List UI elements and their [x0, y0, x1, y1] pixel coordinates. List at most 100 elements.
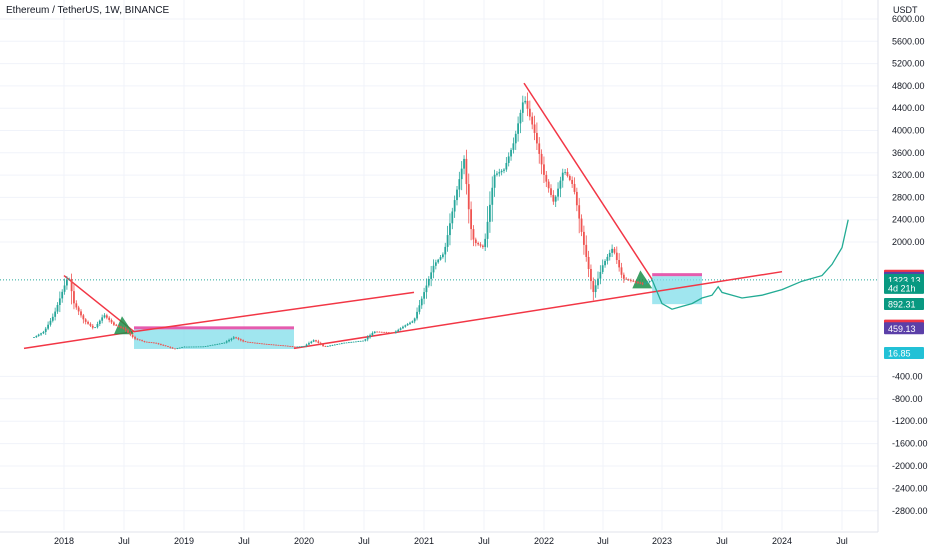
candle-body — [427, 278, 430, 286]
candle-body — [282, 345, 284, 347]
price-label-tag — [884, 347, 924, 360]
candle-body — [467, 184, 470, 210]
candle-body — [536, 132, 538, 144]
candle-body — [399, 328, 402, 330]
candle-body — [585, 244, 588, 257]
y-tick-label: -2000.00 — [892, 461, 928, 471]
candle-body — [58, 298, 61, 305]
y-tick-label: 3600.00 — [892, 148, 925, 158]
y-tick-label: 5200.00 — [892, 59, 925, 69]
candle-body — [296, 346, 299, 348]
candle-body — [333, 344, 336, 346]
candle-body — [512, 143, 515, 150]
candle-body — [68, 278, 71, 280]
candle-body — [465, 158, 468, 185]
y-tick-label: 4800.00 — [892, 81, 925, 91]
y-tick-label: -1200.00 — [892, 416, 928, 426]
candle-body — [134, 337, 136, 339]
candle-body — [263, 343, 266, 345]
candle-body — [319, 342, 322, 345]
candle-body — [223, 342, 226, 344]
candle-body — [162, 344, 165, 346]
candle-body — [524, 100, 527, 103]
candle-body — [322, 344, 324, 347]
candle-body — [627, 279, 630, 281]
candle-body — [164, 345, 167, 347]
candle-body — [268, 344, 270, 345]
candle-body — [237, 338, 240, 340]
y-tick-label: 4000.00 — [892, 126, 925, 136]
y-tick-label: 5600.00 — [892, 36, 925, 46]
candle-body — [308, 343, 310, 345]
candle-body — [632, 280, 635, 282]
candle-body — [190, 346, 193, 348]
candle-body — [519, 112, 522, 124]
candle-body — [463, 158, 465, 169]
pattern-triangle — [114, 316, 134, 335]
candle-body — [550, 188, 552, 195]
candle-body — [446, 235, 449, 247]
candle-body — [286, 345, 289, 347]
candle-body — [573, 183, 576, 192]
candle-body — [115, 324, 118, 326]
candle-body — [141, 340, 143, 342]
candle-body — [157, 343, 160, 345]
candle-body — [644, 282, 646, 284]
stop-zone — [134, 326, 294, 330]
candle-body — [216, 344, 219, 345]
candle-body — [91, 325, 94, 328]
candle-body — [181, 347, 183, 348]
candle-body — [218, 343, 221, 345]
candle-body — [575, 191, 578, 206]
candle-body — [329, 345, 331, 347]
x-tick-label: Jul — [716, 536, 728, 546]
candle-body — [251, 342, 254, 344]
candle-body — [61, 291, 64, 299]
candle-body — [317, 341, 320, 343]
candle-body — [66, 279, 68, 286]
candle-body — [101, 317, 104, 321]
candle-body — [310, 341, 313, 344]
candle-body — [481, 245, 484, 247]
candle-body — [395, 331, 397, 333]
trendline — [133, 291, 415, 333]
candle-body — [390, 332, 393, 334]
y-tick-label: -2800.00 — [892, 506, 928, 516]
candle-body — [136, 338, 139, 340]
candle-body — [521, 102, 524, 113]
candle-body — [404, 325, 407, 327]
y-tick-label: -2400.00 — [892, 483, 928, 493]
candle-body — [150, 342, 153, 344]
candle-body — [96, 323, 99, 328]
candle-body — [221, 343, 223, 344]
candle-body — [242, 340, 245, 342]
candle-body — [56, 305, 59, 312]
price-label-tag — [884, 281, 924, 294]
y-tick-label: -1600.00 — [892, 439, 928, 449]
x-tick-label: 2021 — [414, 536, 434, 546]
candle-body — [44, 328, 47, 332]
candle-body — [557, 188, 559, 197]
candle-body — [566, 171, 569, 176]
candle-body — [155, 342, 158, 344]
x-tick-label: Jul — [118, 536, 130, 546]
x-tick-label: Jul — [478, 536, 490, 546]
candle-body — [124, 328, 127, 331]
candle-body — [303, 346, 306, 347]
target-zone — [134, 329, 294, 349]
candle-body — [491, 187, 494, 205]
stop-zone — [652, 273, 702, 277]
candle-body — [371, 333, 374, 336]
candle-body — [594, 285, 597, 293]
zone-layer — [134, 273, 702, 349]
candle-body — [580, 218, 583, 232]
candle-body — [503, 169, 505, 171]
y-tick-label: 3200.00 — [892, 170, 925, 180]
candle-body — [129, 332, 132, 335]
candle-body — [587, 256, 590, 269]
candle-body — [505, 162, 508, 170]
candle-body — [117, 325, 120, 327]
candle-body — [378, 331, 381, 333]
